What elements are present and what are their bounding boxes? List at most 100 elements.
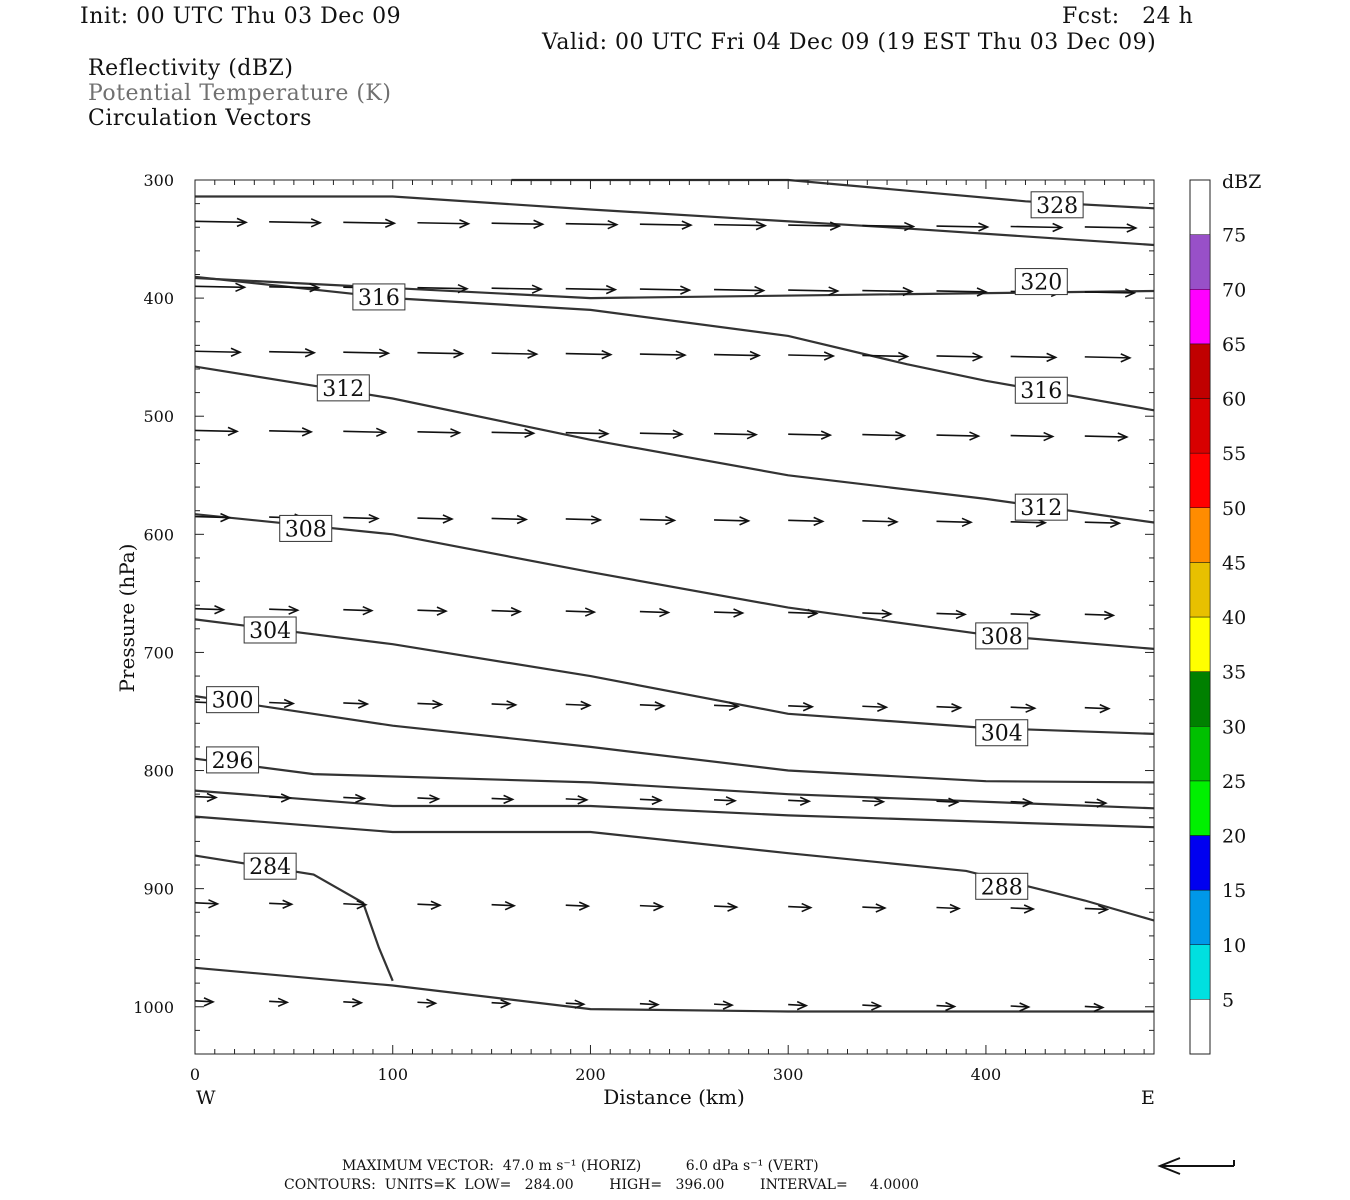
circulation-vector	[788, 224, 840, 227]
circulation-vector	[639, 353, 685, 356]
circulation-vector	[565, 1002, 584, 1005]
theta-contour-line	[194, 695, 1155, 784]
circulation-vector-head	[1117, 432, 1129, 442]
theta-contour-line	[194, 966, 1154, 1013]
circulation-vector	[194, 285, 245, 289]
circulation-vector-head	[227, 426, 239, 437]
circulation-vector-head	[802, 702, 815, 712]
circulation-vector	[714, 1003, 733, 1006]
circulation-vector	[565, 518, 601, 521]
circulation-vector-head	[680, 285, 692, 295]
circulation-vector-head	[304, 347, 317, 358]
circulation-vector	[1010, 1005, 1029, 1008]
contour-label-box	[206, 746, 260, 774]
circulation-vector-head	[1046, 352, 1058, 363]
y-tick-label: 700	[143, 643, 174, 662]
circulation-vector	[491, 609, 521, 613]
y-tick-label: 400	[143, 289, 174, 308]
theta-contour-line	[194, 789, 1155, 829]
circulation-vector-head	[1124, 288, 1137, 298]
circulation-vector	[639, 704, 664, 707]
circulation-vector	[862, 799, 884, 803]
circulation-vector-head	[1096, 798, 1108, 808]
colorbar-label: 35	[1222, 662, 1246, 684]
circulation-vector-head	[235, 282, 247, 293]
colorbar-segment	[1189, 726, 1211, 782]
circulation-vector-head	[945, 1001, 957, 1012]
circulation-vector-head	[220, 512, 232, 523]
circulation-vector	[714, 353, 760, 357]
circulation-vector-head	[728, 701, 741, 712]
circulation-vector-head	[577, 795, 589, 805]
circulation-vector	[417, 1001, 436, 1005]
circulation-vector-head	[829, 221, 842, 231]
circulation-vector	[417, 286, 467, 290]
circulation-vector-head	[516, 514, 529, 525]
circulation-vector-head	[877, 702, 889, 712]
circulation-vector	[491, 1001, 510, 1005]
circulation-vector	[417, 351, 463, 355]
circulation-vector	[1010, 800, 1032, 804]
circulation-vector	[1084, 521, 1120, 525]
colorbar-segment	[1189, 616, 1211, 672]
field-reflectivity: Reflectivity (dBZ)	[88, 56, 294, 81]
circulation-vector	[1084, 801, 1106, 804]
circulation-vector	[862, 906, 885, 909]
circulation-vector-head	[1093, 1002, 1105, 1013]
circulation-vector	[491, 222, 543, 226]
theta-contour-line	[195, 195, 1155, 247]
contour-label: 308	[285, 517, 327, 542]
colorbar-segment	[1189, 780, 1211, 836]
circulation-vector-head	[875, 903, 887, 913]
circulation-vector	[491, 352, 537, 355]
circulation-vector	[714, 223, 766, 227]
circulation-vector-head	[820, 430, 833, 440]
colorbar-segment	[1189, 835, 1211, 891]
circulation-vector	[343, 430, 386, 434]
circulation-vector	[565, 287, 616, 291]
circulation-vector	[788, 1003, 807, 1007]
contour-label: 316	[1020, 379, 1062, 404]
circulation-vector	[639, 904, 663, 908]
circulation-vector	[862, 612, 891, 615]
colorbar-segment	[1189, 889, 1211, 945]
circulation-vector	[417, 797, 439, 800]
circulation-vector-head	[672, 429, 684, 439]
circulation-vector	[343, 221, 395, 225]
colorbar-label: 5	[1222, 989, 1234, 1011]
circulation-vector-head	[1120, 353, 1132, 363]
circulation-vector-head	[203, 997, 215, 1007]
circulation-vector-head	[1023, 904, 1036, 914]
circulation-vector-head	[1022, 797, 1034, 808]
circulation-vector-head	[887, 517, 899, 527]
colorbar-segment	[1189, 234, 1211, 290]
circulation-vector-head	[1109, 518, 1122, 528]
x-axis-label: Distance (km)	[603, 1085, 745, 1109]
circulation-vector-head	[282, 899, 294, 910]
contour-label: 300	[212, 689, 254, 714]
contour-label-box	[279, 514, 333, 542]
colorbar-segment	[1189, 398, 1211, 454]
circulation-vector-head	[453, 348, 465, 359]
plot-frame	[194, 179, 1155, 1055]
circulation-vector	[269, 285, 319, 289]
circulation-vector-head	[504, 900, 517, 911]
circulation-vector	[714, 905, 737, 908]
circulation-vector	[343, 351, 389, 354]
contour-label: 328	[1036, 194, 1078, 219]
colorbar-segment	[1189, 343, 1211, 399]
circulation-vector	[491, 287, 542, 290]
circulation-vector	[417, 903, 440, 907]
circulation-vector	[269, 430, 312, 433]
circulation-vector-head	[206, 792, 218, 803]
circulation-vector	[1084, 291, 1135, 294]
colorbar-segment	[1189, 289, 1211, 345]
circulation-vector	[194, 902, 218, 905]
colorbar-unit: dBZ	[1222, 171, 1261, 193]
circulation-vector	[194, 350, 241, 354]
circulation-vector	[639, 223, 691, 226]
circulation-vector	[417, 702, 442, 706]
circulation-vector-head	[813, 516, 825, 527]
circulation-vector	[639, 432, 682, 436]
circulation-vector-head	[283, 698, 296, 709]
